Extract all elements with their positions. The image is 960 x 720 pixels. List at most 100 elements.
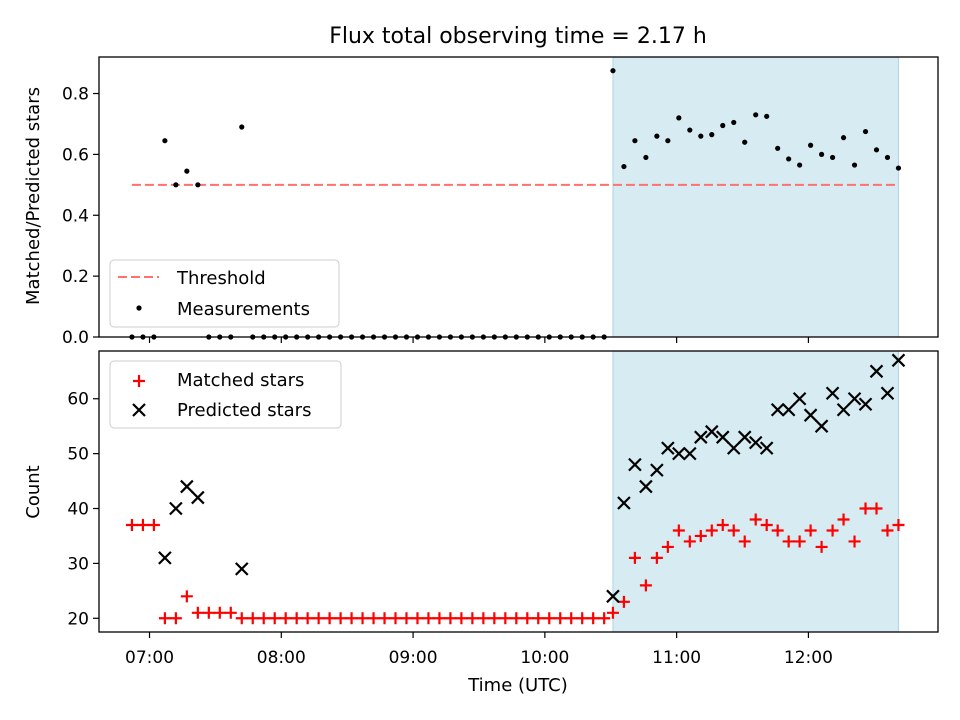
matched-point [367,612,380,625]
measurement-point [808,142,814,148]
predicted-point [180,479,194,494]
matched-point [191,606,204,619]
measurement-point [731,119,737,126]
measurement-point [840,135,847,141]
matched-point [312,612,325,625]
top-panel: 0.00.20.40.60.8 Matched/Predicted stars … [23,56,939,348]
top-y-axis: 0.0 0.2 0.4 0.6 0.8 [62,85,99,348]
matched-point [587,612,600,625]
matched-point [598,612,611,625]
measurement-point [610,68,616,74]
top-legend: Threshold Measurements [109,259,340,328]
matched-point [213,606,226,619]
legend-matched-label: Matched stars [177,370,304,391]
matched-point [606,606,619,619]
matched-point [356,612,369,625]
matched-point [859,502,872,515]
matched-point [224,606,237,619]
matched-point [180,590,193,603]
matched-point [771,524,784,537]
predicted-point [672,446,686,461]
y-tick-label: 50 [67,445,89,465]
predicted-point [628,457,642,472]
matched-point [158,612,171,625]
measurement-point [775,145,781,151]
matched-point [628,551,641,564]
measurement-point [818,151,825,157]
matched-point [389,612,402,625]
predicted-point [880,386,895,401]
predicted-point [737,430,752,444]
predicted-point [606,589,620,604]
measurement-point [895,165,902,171]
measurement-point [239,124,245,130]
predicted-point [814,419,829,433]
measurement-point [851,162,858,168]
matched-point [617,595,630,608]
matched-point [488,612,501,625]
predicted-point [781,402,796,417]
predicted-point [694,430,708,444]
matched-point [433,612,446,625]
matched-point [826,524,839,537]
matched-point [848,535,861,548]
x-tick-label: 11:00 [652,648,701,668]
bottom-y-label: Count [23,465,44,518]
matched-point [235,612,248,625]
predicted-point [683,446,697,461]
matched-point [565,612,578,625]
bottom-panel: 20 30 40 50 60 07:00 08:00 09:00 10:00 11:00 12:0… [23,350,939,696]
matched-point [411,612,424,625]
bottom-band [612,350,899,633]
x-tick-label: 09:00 [389,648,438,668]
predicted-point [234,562,249,576]
predicted-point [858,397,873,412]
matched-point [804,524,817,537]
top-x-ticks [148,337,810,343]
matched-point [532,612,545,625]
measurement-point [632,138,638,144]
matched-point [323,612,336,625]
predicted-point [825,386,840,401]
predicted-point [748,435,763,450]
predicted-point [770,402,785,417]
matched-point [290,612,303,625]
matched-point [257,612,270,625]
predicted-point [726,441,741,455]
x-tick-label: 10:00 [520,648,569,668]
measurement-point [195,182,201,188]
predicted-point [650,463,664,477]
legend-predicted-swatch [132,403,146,417]
matched-point [870,502,883,515]
predicted-point [715,430,730,444]
matched-point [749,513,762,526]
predicted-point [759,441,774,455]
measurement-point [621,163,627,170]
matched-point [705,524,718,537]
matched-point [466,612,479,625]
top-legend-box [109,259,340,328]
matched-point [301,612,314,625]
top-band [612,56,899,338]
matched-point [378,612,391,625]
matched-point [650,551,663,564]
measurement-point [720,122,726,129]
matched-point [815,540,828,553]
matched-point [837,513,850,526]
measurement-point [873,147,880,153]
y-tick-label: 40 [67,500,89,520]
measurement-point [665,138,671,144]
matched-point [576,612,589,625]
predicted-point [847,391,862,406]
chart-title: Flux total observing time = 2.17 h [329,24,707,49]
bottom-legend-box [109,360,342,429]
matched-point [455,612,468,625]
y-tick-label: 0.6 [62,145,89,165]
predicted-point [617,496,631,510]
matched-point [202,606,215,619]
measurement-point [709,132,715,138]
predicted-point [891,353,906,368]
measurement-point [829,154,836,161]
legend-measurement-label: Measurements [177,299,310,320]
measurement-point [654,133,660,139]
